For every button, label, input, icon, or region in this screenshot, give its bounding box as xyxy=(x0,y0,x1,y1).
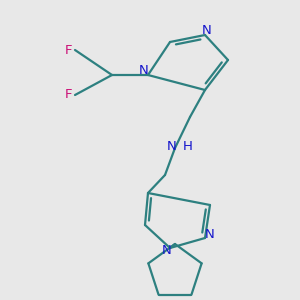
Text: N: N xyxy=(205,229,215,242)
Text: F: F xyxy=(64,88,72,101)
Text: N: N xyxy=(162,244,172,257)
Text: N: N xyxy=(167,140,177,154)
Text: H: H xyxy=(183,140,193,154)
Text: N: N xyxy=(202,25,212,38)
Text: N: N xyxy=(139,64,149,77)
Text: F: F xyxy=(64,44,72,56)
